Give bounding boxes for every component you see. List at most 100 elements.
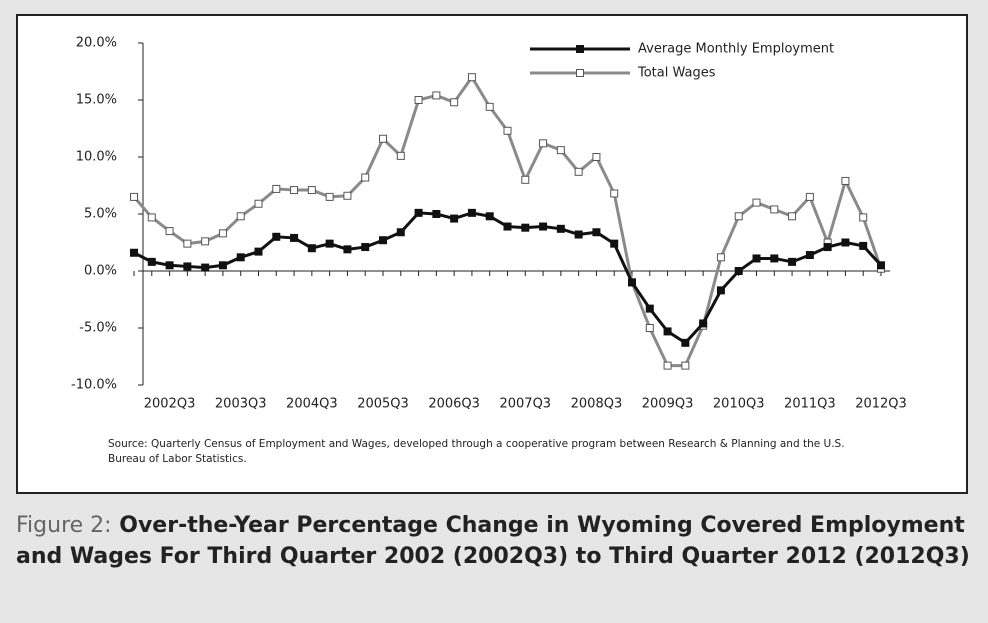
point [574,167,583,176]
x-tick-label: 2002Q3 [144,397,196,412]
point [236,253,245,262]
point [539,139,548,148]
point [218,261,227,270]
point [788,212,797,221]
point [414,208,423,217]
x-tick-label: 2010Q3 [713,397,765,412]
point [450,98,459,107]
point [343,191,352,200]
x-tick-label: 2005Q3 [357,397,409,412]
point [592,153,601,161]
point [788,257,797,266]
point [485,102,494,111]
point [699,319,708,328]
point [805,251,814,260]
point [663,327,672,336]
point [201,237,210,246]
x-tick-label: 2007Q3 [499,397,551,412]
point [574,230,583,239]
point [325,192,334,201]
series-line [133,211,883,345]
y-tick-label: 15.0% [76,93,117,108]
point [290,186,299,195]
point [592,228,601,237]
point [290,233,299,242]
point [770,254,779,263]
point [343,245,352,254]
point [272,184,281,193]
point [521,223,530,232]
point [681,361,690,370]
point [734,267,743,275]
point [716,286,725,295]
point [823,243,832,252]
x-tick-label: 2004Q3 [286,397,338,412]
point [254,247,263,256]
legend-label: Average Monthly Employment [638,42,834,57]
y-tick-label: 20.0% [76,36,117,51]
point [450,214,459,223]
point [539,222,548,231]
point [645,324,654,332]
point [396,228,405,237]
caption-title: Over-the-Year Percentage Change in Wyomi… [16,513,970,569]
x-tick-label: 2012Q3 [855,397,907,412]
source-note: Source: Quarterly Census of Employment a… [108,438,845,465]
point [859,241,868,250]
point [521,175,530,184]
x-tick-label: 2009Q3 [642,397,694,412]
point [307,244,316,253]
point [663,361,672,370]
legend-label: Total Wages [637,66,716,81]
point [396,151,405,160]
point [183,239,192,248]
point [325,239,334,248]
point [467,73,476,82]
point [770,205,779,214]
point [432,210,441,218]
point [628,278,636,287]
point [681,338,690,347]
point [165,261,174,270]
point [432,91,441,100]
point [307,186,316,195]
point [556,224,565,233]
point [716,253,725,262]
x-tick-label: 2008Q3 [571,397,623,412]
point [236,212,245,221]
point [734,212,743,221]
y-tick-label: 10.0% [76,150,117,165]
x-tick-label: 2011Q3 [784,397,836,412]
point [752,198,761,207]
point [130,248,138,257]
y-tick-label: -5.0% [79,321,117,336]
point [379,134,387,143]
point [379,236,387,245]
point [485,212,494,221]
point [272,232,281,241]
point [859,213,868,222]
point [556,146,565,155]
point [752,254,761,263]
point [610,189,619,198]
caption: Figure 2: Over-the-Year Percentage Chang… [16,510,976,572]
point [467,208,476,217]
x-tick-label: 2003Q3 [215,397,267,412]
point [165,227,174,236]
point [218,229,227,238]
y-tick-label: 5.0% [84,207,117,222]
y-tick-label: -10.0% [71,378,117,393]
y-tick-label: 0.0% [84,264,117,279]
point [841,176,850,185]
point [414,96,423,104]
point [201,263,210,272]
point [841,238,850,247]
figure-label: Figure 2: [16,513,112,538]
point [877,261,885,270]
point [254,199,263,208]
point [147,213,156,222]
point [361,173,370,182]
point [361,243,370,252]
